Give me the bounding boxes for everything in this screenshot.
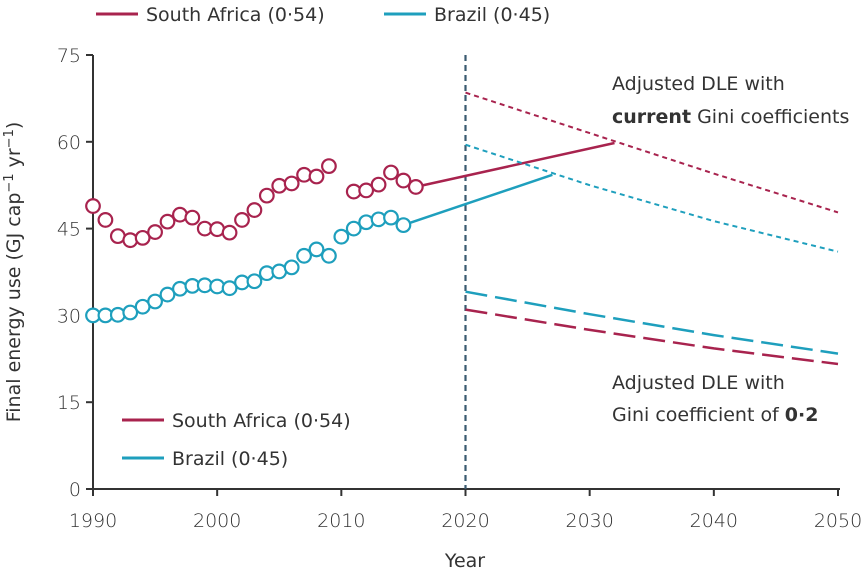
series-layer bbox=[85, 91, 839, 366]
south_africa-data-point bbox=[234, 212, 250, 228]
annotation-current-gini: Adjusted DLE with current Gini coefficie… bbox=[612, 73, 849, 128]
x-tick-label: 1990 bbox=[69, 510, 117, 532]
south_africa-data-point bbox=[221, 224, 238, 241]
y-axis-title: Final energy use (GJ cap−1 yr−1) bbox=[2, 122, 25, 423]
y-tick-label: 15 bbox=[57, 392, 81, 414]
y-tick-label: 0 bbox=[69, 479, 81, 501]
y-tick-label: 60 bbox=[57, 132, 81, 154]
brazil-data-point bbox=[283, 259, 300, 276]
brazil-data-point bbox=[147, 293, 163, 310]
brazil-data-point bbox=[246, 273, 263, 290]
brazil-projection-line bbox=[403, 173, 553, 227]
y-ticks: 0 15 30 45 60 75 bbox=[57, 45, 93, 501]
y-axis-title-sup1: −1 bbox=[2, 173, 17, 192]
x-tick-label: 2030 bbox=[565, 510, 613, 532]
south_africa-data-point bbox=[134, 229, 151, 246]
annotation-current-rest: Gini coefficients bbox=[691, 106, 849, 128]
annotation-current-line1: Adjusted DLE with bbox=[612, 73, 785, 95]
south_africa-dle-gini-02-line bbox=[465, 308, 839, 366]
brazil-data-point bbox=[333, 228, 350, 245]
legend-top: South Africa (0·54) Brazil (0·45) bbox=[96, 4, 550, 26]
brazil-data-point bbox=[395, 217, 412, 234]
south_africa-data-point bbox=[321, 158, 337, 175]
legend-bottom: South Africa (0·54) Brazil (0·45) bbox=[122, 410, 351, 470]
y-axis-title-end: ) bbox=[3, 122, 25, 129]
south_africa-data-point bbox=[246, 202, 263, 218]
legend-top-brazil-label: Brazil (0·45) bbox=[434, 4, 550, 26]
y-axis-title-sup2: −1 bbox=[2, 129, 17, 148]
brazil-data-point bbox=[345, 220, 362, 237]
legend-top-south-africa-label: South Africa (0·54) bbox=[146, 4, 325, 26]
y-tick-label: 30 bbox=[57, 305, 81, 327]
south_africa-data-point bbox=[271, 177, 288, 194]
annotation-current-bold: current bbox=[612, 106, 691, 128]
x-axis-title: Year bbox=[444, 550, 485, 571]
y-axis-title-main: Final energy use (GJ cap bbox=[3, 193, 25, 423]
brazil-data-point bbox=[296, 247, 312, 264]
y-tick-label: 75 bbox=[57, 45, 81, 67]
brazil-data-point bbox=[221, 280, 238, 297]
south_africa-projection-line bbox=[415, 141, 615, 189]
x-tick-label: 2020 bbox=[441, 510, 489, 532]
brazil-data-point bbox=[321, 247, 337, 264]
x-tick-label: 2010 bbox=[317, 510, 365, 532]
south_africa-data-point bbox=[383, 164, 399, 181]
brazil-data-point bbox=[308, 241, 325, 258]
x-tick-label: 2050 bbox=[814, 510, 862, 532]
south_africa-data-point bbox=[283, 175, 300, 192]
south_africa-data-point bbox=[159, 213, 176, 230]
annotation-current-line2: current Gini coefficients bbox=[612, 106, 849, 128]
brazil-data-point bbox=[122, 304, 139, 321]
y-axis-title-mid: yr bbox=[3, 148, 25, 173]
brazil-data-point bbox=[159, 286, 176, 303]
south_africa-data-point bbox=[184, 209, 201, 226]
south_africa-data-point bbox=[370, 176, 387, 193]
annotation-gini02-bold: 0·2 bbox=[785, 404, 819, 426]
annotation-gini02-line2: Gini coefficient of 0·2 bbox=[612, 404, 818, 426]
brazil-data-point bbox=[109, 306, 126, 323]
legend-bottom-south-africa-label: South Africa (0·54) bbox=[172, 410, 351, 432]
x-tick-label: 2040 bbox=[690, 510, 738, 532]
annotation-gini-02: Adjusted DLE with Gini coefficient of 0·… bbox=[612, 372, 818, 426]
annotation-gini02-rest: Gini coefficient of bbox=[612, 404, 785, 426]
south_africa-data-point bbox=[395, 172, 412, 189]
south_africa-data-point bbox=[308, 168, 325, 185]
south_africa-data-point bbox=[358, 182, 375, 199]
south_africa-data-point bbox=[258, 187, 275, 204]
south_africa-data-point bbox=[407, 179, 424, 195]
x-tick-label: 2000 bbox=[193, 510, 241, 532]
south_africa-data-point bbox=[97, 212, 114, 228]
brazil-dle-gini-02-line bbox=[465, 290, 839, 355]
y-tick-label: 45 bbox=[57, 219, 81, 241]
south_africa-data-point bbox=[85, 198, 101, 214]
annotation-gini02-line1: Adjusted DLE with bbox=[612, 372, 785, 394]
brazil-data-point bbox=[383, 209, 399, 226]
south_africa-data-point bbox=[122, 232, 139, 249]
legend-bottom-brazil-label: Brazil (0·45) bbox=[172, 448, 288, 470]
south_africa-dle-current-gini-line bbox=[465, 91, 839, 214]
x-ticks: 1990 2000 2010 2020 2030 2040 2050 bbox=[69, 489, 862, 532]
brazil-dle-current-gini-line bbox=[465, 143, 839, 253]
south_africa-data-point bbox=[147, 224, 163, 240]
